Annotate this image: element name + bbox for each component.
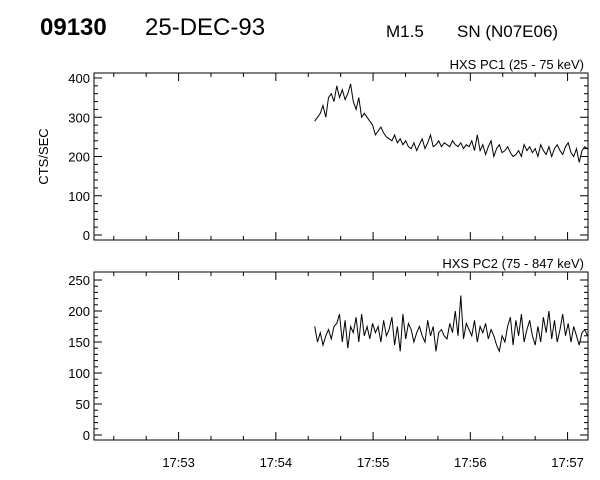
- series-line-1: [314, 83, 588, 163]
- y-tick-label: 300: [68, 110, 90, 125]
- panel-title-2: HXS PC2 (75 - 847 keV): [442, 256, 584, 271]
- y-tick-label: 0: [83, 428, 90, 443]
- x-tick-label: 17:57: [551, 455, 584, 470]
- y-tick-label: 200: [68, 304, 90, 319]
- panel-title-1: HXS PC1 (25 - 75 keV): [450, 57, 584, 72]
- series-line-2: [314, 295, 588, 354]
- x-tick-label: 17:56: [454, 455, 487, 470]
- event-date: 25-DEC-93: [145, 14, 266, 41]
- event-id: 09130: [40, 14, 107, 41]
- y-tick-label: 200: [68, 150, 90, 165]
- y-axis-label: CTS/SEC: [36, 128, 51, 184]
- y-tick-label: 400: [68, 71, 90, 86]
- plot-frame-2: [93, 271, 589, 441]
- x-tick-label: 17:55: [357, 455, 390, 470]
- y-tick-label: 50: [76, 397, 90, 412]
- x-tick-label: 17:54: [260, 455, 293, 470]
- flare-location: SN (N07E06): [457, 22, 559, 41]
- y-tick-label: 0: [83, 228, 90, 243]
- y-tick-label: 150: [68, 335, 90, 350]
- x-tick-label: 17:53: [162, 455, 195, 470]
- y-tick-label: 100: [68, 189, 90, 204]
- y-tick-label: 250: [68, 273, 90, 288]
- flare-class: M1.5: [386, 22, 424, 41]
- y-tick-label: 100: [68, 366, 90, 381]
